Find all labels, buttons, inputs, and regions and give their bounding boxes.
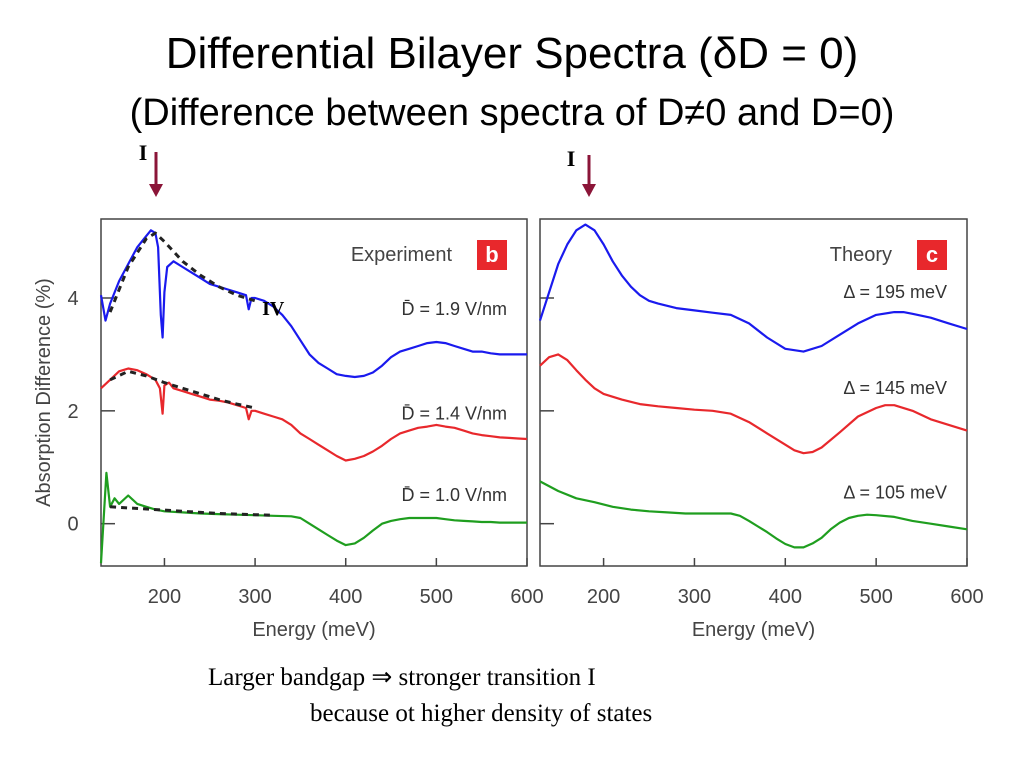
fit-line	[108, 231, 256, 313]
fit-line	[109, 369, 256, 410]
panel-letter: b	[485, 242, 498, 267]
x-tick-label: 600	[510, 586, 543, 608]
caption-line-2: because ot higher density of states	[310, 700, 653, 727]
series-label: D̄ = 1.4 V/nm	[401, 403, 507, 423]
y-tick-label: 0	[67, 514, 78, 536]
x-tick-label: 500	[859, 586, 892, 608]
y-tick-label: 4	[67, 288, 78, 310]
series-line	[99, 471, 527, 564]
series-label: Δ = 145 meV	[843, 378, 947, 398]
theory-panel: 200 300 400 500 600 Energy (meV) Theory c Δ = 19…	[538, 218, 984, 641]
y-axis-label: Absorption Difference (%)	[33, 278, 55, 507]
x-tick-label: 300	[238, 586, 271, 608]
annotation-iv: IV	[262, 298, 285, 320]
series-label: Δ = 105 meV	[843, 482, 947, 502]
arrow-label-right: I	[567, 146, 576, 171]
y-tick-label: 2	[67, 401, 78, 423]
arrow-left-head	[149, 184, 163, 197]
series-line	[538, 223, 968, 353]
panel-badge	[917, 240, 947, 270]
plot-frame	[539, 218, 968, 567]
series-line	[99, 229, 527, 379]
slide-title: Differential Bilayer Spectra (δD = 0)	[165, 29, 859, 78]
arrow-right-head	[582, 184, 596, 197]
x-tick-label: 400	[329, 586, 362, 608]
x-tick-label: 600	[950, 586, 983, 608]
series-line	[539, 480, 968, 549]
panel-title: Experiment	[351, 244, 453, 266]
x-tick-label: 200	[587, 586, 620, 608]
plot-frame	[100, 218, 528, 567]
experiment-panel: 200 300 400 500 600 0 2 4 Energy (meV) Absorption…	[33, 218, 544, 641]
series-label: D̄ = 1.0 V/nm	[401, 485, 507, 505]
series-line	[539, 353, 968, 455]
slide-subtitle: (Difference between spectra of D≠0 and D…	[129, 92, 895, 134]
x-tick-label: 300	[678, 586, 711, 608]
x-tick-label: 500	[420, 586, 453, 608]
x-axis-label: Energy (meV)	[252, 619, 375, 641]
panel-letter: c	[926, 242, 938, 267]
panel-badge	[477, 240, 507, 270]
panel-title: Theory	[830, 244, 892, 266]
series-line	[100, 367, 528, 462]
x-axis-label: Energy (meV)	[692, 619, 815, 641]
arrow-label-left: I	[139, 140, 148, 165]
fit-line	[110, 505, 274, 517]
x-tick-label: 400	[769, 586, 802, 608]
caption-line-1: Larger bandgap ⇒ stronger transition I	[208, 664, 596, 691]
series-label: Δ = 195 meV	[843, 282, 947, 302]
x-tick-label: 200	[148, 586, 181, 608]
series-label: D̄ = 1.9 V/nm	[401, 299, 507, 319]
